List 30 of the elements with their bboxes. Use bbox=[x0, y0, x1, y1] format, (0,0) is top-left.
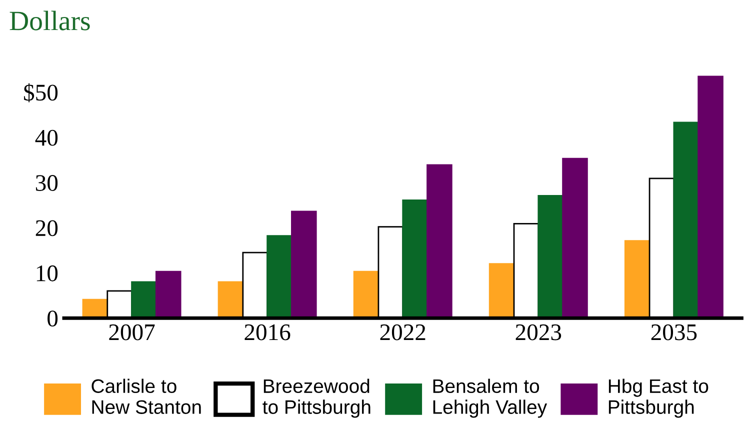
bar bbox=[155, 270, 182, 318]
x-tick-label: 2023 bbox=[516, 324, 562, 340]
bar bbox=[673, 122, 700, 318]
y-tick-label: 20 bbox=[36, 220, 58, 236]
y-tick-label: $50 bbox=[24, 83, 58, 102]
bar bbox=[562, 158, 588, 318]
legend-label: Bensalem to Lehigh Valley bbox=[433, 378, 548, 418]
bar bbox=[291, 210, 317, 318]
x-tick-label: 2035 bbox=[651, 324, 697, 340]
legend-label: Breezewood to Pittsburgh bbox=[262, 378, 370, 418]
bar bbox=[624, 240, 650, 318]
bar bbox=[538, 194, 564, 318]
bar bbox=[698, 76, 724, 318]
bar bbox=[488, 263, 515, 318]
y-tick-label: 0 bbox=[48, 310, 58, 326]
bar bbox=[131, 281, 157, 318]
legend-label: Carlisle to New Stanton bbox=[92, 378, 201, 414]
bar bbox=[266, 235, 292, 318]
bar bbox=[402, 199, 428, 318]
y-tick-label: 30 bbox=[36, 175, 58, 191]
chart-title: Dollars bbox=[10, 10, 90, 30]
x-tick-label: 2022 bbox=[380, 324, 426, 340]
bar bbox=[426, 164, 452, 318]
bar bbox=[353, 270, 380, 318]
bar bbox=[218, 281, 244, 318]
y-tick-label: 10 bbox=[36, 265, 58, 282]
x-tick-label: 2016 bbox=[244, 324, 290, 340]
x-tick-label: 2007 bbox=[109, 324, 155, 340]
y-tick-label: 40 bbox=[35, 130, 58, 146]
legend-label: Hbg East to Pittsburgh bbox=[608, 378, 708, 418]
